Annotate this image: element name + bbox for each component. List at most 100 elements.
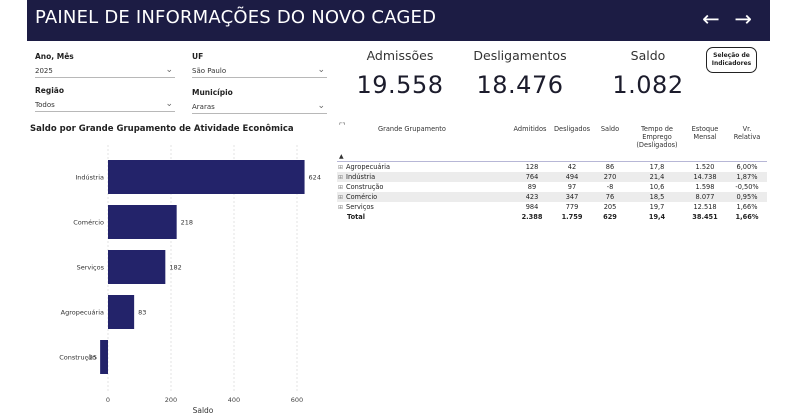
bar bbox=[108, 205, 177, 239]
row-label: Serviços bbox=[346, 203, 374, 211]
row-label: Agropecuária bbox=[346, 163, 390, 171]
filter-label: Ano, Mês bbox=[35, 52, 74, 61]
category-label: Agropecuária bbox=[61, 309, 104, 317]
selecao-indicadores-button[interactable]: Seleção de Indicadores bbox=[706, 47, 757, 73]
expand-icon[interactable]: ⊞ bbox=[338, 204, 344, 211]
expand-icon[interactable]: ⊞ bbox=[338, 184, 344, 191]
filter-label: Região bbox=[35, 86, 65, 95]
x-axis-title: Saldo bbox=[193, 406, 214, 415]
kpi-value: 18.476 bbox=[476, 71, 564, 99]
column-header[interactable]: Saldo bbox=[600, 125, 620, 133]
data-label: 624 bbox=[309, 174, 321, 182]
table-row[interactable]: ⊞ Indústria 764 494 270 21,4 14.738 1,87% bbox=[337, 172, 767, 182]
table-cell: 6,00% bbox=[736, 163, 758, 171]
table-row[interactable]: ⊞ Serviços 984 779 205 19,7 12.518 1,66% bbox=[337, 202, 767, 212]
table-row[interactable]: ⊞ Comércio 423 347 76 18,5 8.077 0,95% bbox=[337, 192, 767, 202]
column-header[interactable]: Desligados bbox=[553, 125, 591, 133]
table-cell: 205 bbox=[603, 203, 617, 211]
page-title: PAINEL DE INFORMAÇÕES DO NOVO CAGED bbox=[35, 7, 437, 28]
row-label: Indústria bbox=[346, 173, 376, 181]
data-label: -25 bbox=[87, 354, 98, 362]
table-cell: 86 bbox=[605, 163, 615, 171]
ano-mes-dropdown[interactable]: 2025 ⌄ bbox=[35, 65, 175, 78]
municipio-dropdown[interactable]: Araras ⌄ bbox=[192, 101, 327, 114]
table-total-row: Total 2.388 1.759 629 19,4 38.451 1,66% bbox=[337, 212, 767, 222]
category-label: Construção bbox=[59, 354, 96, 362]
table-cell: 12.518 bbox=[693, 203, 717, 211]
focus-mode-icon[interactable]: ⌜⌝ bbox=[339, 122, 346, 130]
filter-municipio: Município Araras ⌄ bbox=[192, 88, 327, 114]
row-name-cell: ⊞ Serviços bbox=[338, 202, 374, 213]
column-header[interactable]: Tempo de Emprego (Desligados) bbox=[636, 125, 678, 149]
category-label: Comércio bbox=[73, 219, 104, 227]
table-cell: 18,5 bbox=[649, 193, 665, 201]
table-body: ⊞ Agropecuária 128 42 86 17,8 1.520 6,00% ⊞ Indús… bbox=[337, 162, 767, 222]
filter-label: UF bbox=[192, 52, 204, 61]
table-cell: 779 bbox=[565, 203, 579, 211]
chart-title: Saldo por Grande Grupamento de Atividade… bbox=[30, 124, 294, 134]
table-cell: 423 bbox=[525, 193, 539, 201]
filter-uf: UF São Paulo ⌄ bbox=[192, 52, 327, 78]
expand-icon[interactable]: ⊞ bbox=[338, 174, 344, 181]
table-row[interactable]: ⊞ Construção 89 97 -8 10,6 1.598 -0,50% bbox=[337, 182, 767, 192]
bar bbox=[100, 340, 108, 374]
x-tick-label: 600 bbox=[291, 396, 303, 404]
saldo-bar-chart: 0 200 400 600 Indústria 624 Comércio 218 Serviço… bbox=[59, 145, 321, 415]
grupamento-table: ▲ Grande Grupamento Admitidos Desligados… bbox=[337, 125, 767, 222]
table-row[interactable]: ⊞ Agropecuária 128 42 86 17,8 1.520 6,00% bbox=[337, 162, 767, 172]
column-header[interactable]: Grande Grupamento bbox=[378, 125, 446, 133]
row-name-cell: ⊞ Indústria bbox=[338, 172, 375, 183]
category-label: Indústria bbox=[75, 174, 104, 182]
table-cell: 1.520 bbox=[695, 163, 715, 171]
chevron-down-icon: ⌄ bbox=[317, 65, 325, 75]
kpi-desligamentos: Desligamentos 18.476 bbox=[460, 48, 580, 99]
expand-icon[interactable]: ⊞ bbox=[338, 164, 344, 171]
table-cell: 8.077 bbox=[695, 193, 715, 201]
back-arrow-icon[interactable]: ← bbox=[702, 7, 720, 31]
total-cell: 1,66% bbox=[735, 213, 759, 221]
kpi-admissoes: Admissões 19.558 bbox=[340, 48, 460, 99]
uf-dropdown[interactable]: São Paulo ⌄ bbox=[192, 65, 327, 78]
button-label-line1: Seleção de bbox=[713, 52, 750, 59]
nav-arrows: ← → bbox=[694, 7, 752, 31]
data-label: 218 bbox=[181, 219, 193, 227]
table-cell: 1,66% bbox=[736, 203, 758, 211]
column-header[interactable]: Estoque Mensal bbox=[691, 125, 719, 141]
total-label: Total bbox=[347, 213, 366, 221]
table-cell: 42 bbox=[567, 163, 577, 171]
dropdown-value: Todos bbox=[35, 101, 55, 109]
table-cell: 76 bbox=[605, 193, 615, 201]
table-cell: 97 bbox=[567, 183, 577, 191]
total-cell: 2.388 bbox=[521, 213, 543, 221]
column-header[interactable]: Admitidos bbox=[513, 125, 547, 133]
table-cell: -8 bbox=[606, 183, 614, 191]
filter-label: Município bbox=[192, 88, 233, 97]
row-name-cell: ⊞ Agropecuária bbox=[338, 162, 390, 173]
x-tick-label: 200 bbox=[165, 396, 177, 404]
kpi-saldo: Saldo 1.082 bbox=[588, 48, 708, 99]
table-cell: 14.738 bbox=[693, 173, 717, 181]
table-cell: 19,7 bbox=[649, 203, 665, 211]
filter-regiao: Região Todos ⌄ bbox=[35, 86, 175, 112]
row-label: Comércio bbox=[346, 193, 378, 201]
regiao-dropdown[interactable]: Todos ⌄ bbox=[35, 99, 175, 112]
dropdown-value: 2025 bbox=[35, 67, 53, 75]
total-cell: 19,4 bbox=[648, 213, 666, 221]
expand-icon[interactable]: ⊞ bbox=[338, 194, 344, 201]
table-cell: 128 bbox=[525, 163, 539, 171]
chevron-down-icon: ⌄ bbox=[317, 101, 325, 111]
row-name-cell: ⊞ Construção bbox=[338, 182, 383, 193]
sort-ascending-icon[interactable]: ▲ bbox=[339, 153, 344, 160]
total-cell: 1.759 bbox=[561, 213, 583, 221]
bar bbox=[108, 160, 305, 194]
table-cell: -0,50% bbox=[735, 183, 759, 191]
column-header[interactable]: Vr. Relativa bbox=[733, 125, 761, 141]
x-tick-label: 0 bbox=[106, 396, 110, 404]
total-cell: 629 bbox=[603, 213, 617, 221]
table-cell: 17,8 bbox=[649, 163, 665, 171]
data-label: 83 bbox=[138, 309, 146, 317]
bar bbox=[108, 295, 135, 329]
forward-arrow-icon[interactable]: → bbox=[734, 7, 752, 31]
dropdown-value: São Paulo bbox=[192, 67, 227, 75]
kpi-label: Saldo bbox=[630, 48, 666, 63]
